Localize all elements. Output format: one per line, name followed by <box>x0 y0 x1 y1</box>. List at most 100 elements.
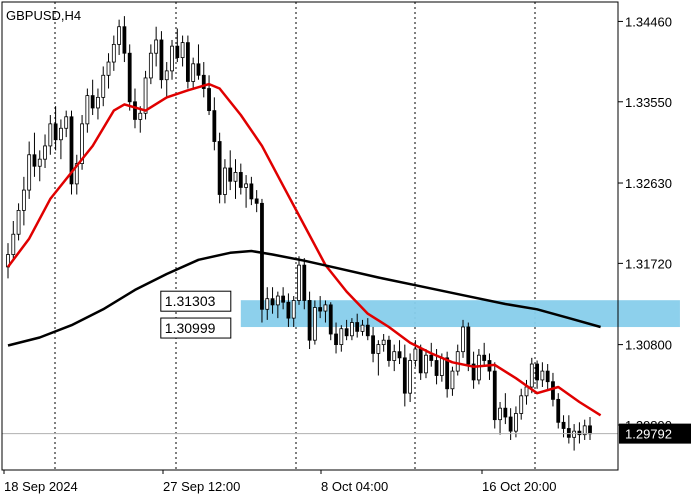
candle-body <box>434 360 439 376</box>
candle-body <box>365 324 370 337</box>
candle-body <box>143 77 148 114</box>
candle-body <box>201 74 206 89</box>
chart-title: GBPUSD,H4 <box>6 8 81 23</box>
candle-body <box>233 172 238 182</box>
chart-frame <box>1 1 619 471</box>
candle-body <box>572 430 577 438</box>
candle-body <box>21 189 26 211</box>
current-price-box <box>619 423 691 444</box>
candle-body <box>16 209 21 235</box>
candle-body <box>249 183 254 200</box>
lower-zone <box>240 300 680 328</box>
candle-body <box>254 198 259 204</box>
candle-body <box>344 328 349 337</box>
candle-body <box>297 264 301 301</box>
candle-body <box>582 425 587 436</box>
candle-body <box>170 45 174 72</box>
candle-body <box>223 167 227 195</box>
candle-body <box>59 127 63 141</box>
candle-body <box>439 357 444 376</box>
candle-body <box>27 154 32 191</box>
candle-body <box>32 154 37 167</box>
candle-body <box>461 326 465 353</box>
candle-body <box>387 339 391 361</box>
candle-body <box>498 407 502 421</box>
candle-body <box>323 304 328 312</box>
candle-body <box>159 39 164 81</box>
candle-body <box>175 45 180 59</box>
y-tick-label: 1.32630 <box>625 176 672 191</box>
candle-body <box>185 42 190 82</box>
candle-body <box>503 407 508 418</box>
candle-body <box>551 381 555 400</box>
candle-body <box>408 360 413 394</box>
candle-body <box>514 413 518 432</box>
candle-body <box>376 344 381 354</box>
candle-body <box>74 163 79 185</box>
zone-price-label: 1.31303 <box>165 293 216 309</box>
candle-body <box>450 370 455 390</box>
x-tick-label: 27 Sep 12:00 <box>163 479 240 494</box>
red-moving-average-line <box>6 82 602 417</box>
candle-body <box>561 421 566 429</box>
candle-body <box>191 63 196 82</box>
candle-body <box>106 61 111 76</box>
candle-body <box>244 183 248 188</box>
candle-body <box>519 395 524 414</box>
candle-body <box>164 70 169 81</box>
candle-body <box>85 95 90 125</box>
candle-body <box>291 300 296 319</box>
zone-price-box <box>160 290 232 312</box>
candle-body <box>127 52 132 103</box>
candle-body <box>418 348 423 374</box>
candle-body <box>138 112 143 120</box>
candle-body <box>154 39 159 54</box>
plot-border <box>1 1 619 471</box>
candle-body <box>429 354 434 361</box>
candle-body <box>96 96 100 109</box>
candle-body <box>529 363 534 388</box>
candle-body <box>402 357 407 394</box>
candle-body <box>238 172 243 188</box>
candle-body <box>180 42 185 59</box>
candle-body <box>196 63 201 76</box>
candle-body <box>466 326 471 365</box>
moving-average-lines <box>6 82 602 417</box>
candle-body <box>275 295 280 306</box>
candle-body <box>11 233 16 255</box>
y-tick-label: 1.31720 <box>625 256 672 271</box>
candle-body <box>207 88 211 112</box>
candle-body <box>37 158 42 167</box>
candles-layer <box>6 16 592 451</box>
candle-body <box>286 301 291 319</box>
candle-body <box>64 116 69 129</box>
y-tick-label: 1.33550 <box>625 95 672 110</box>
candle-body <box>80 123 84 164</box>
current-price-label: 1.29792 <box>625 427 672 442</box>
candle-body <box>556 398 561 423</box>
candle-body <box>312 307 317 341</box>
x-axis: 18 Sep 2024 27 Sep 12:00 8 Oct 04:00 16 Oct… <box>3 470 556 494</box>
candle-body <box>508 416 513 432</box>
candle-body <box>43 145 47 160</box>
candle-body <box>133 101 137 120</box>
zone-price-box <box>160 317 232 339</box>
x-tick-label: 18 Sep 2024 <box>4 479 78 494</box>
vertical-grid <box>54 2 536 470</box>
candle-body <box>122 26 127 54</box>
candle-body <box>524 386 529 397</box>
candle-body <box>111 43 116 63</box>
candle-body <box>117 26 122 45</box>
candle-body <box>270 298 275 306</box>
candle-body <box>212 110 217 142</box>
candle-body <box>371 335 375 354</box>
candle-body <box>260 202 264 310</box>
black-moving-average-line <box>7 249 601 347</box>
candle-body <box>392 351 397 361</box>
candle-body <box>265 298 270 310</box>
candle-body <box>334 333 338 346</box>
candle-body <box>445 357 450 390</box>
candle-body <box>148 52 153 79</box>
candle-body <box>228 167 233 182</box>
